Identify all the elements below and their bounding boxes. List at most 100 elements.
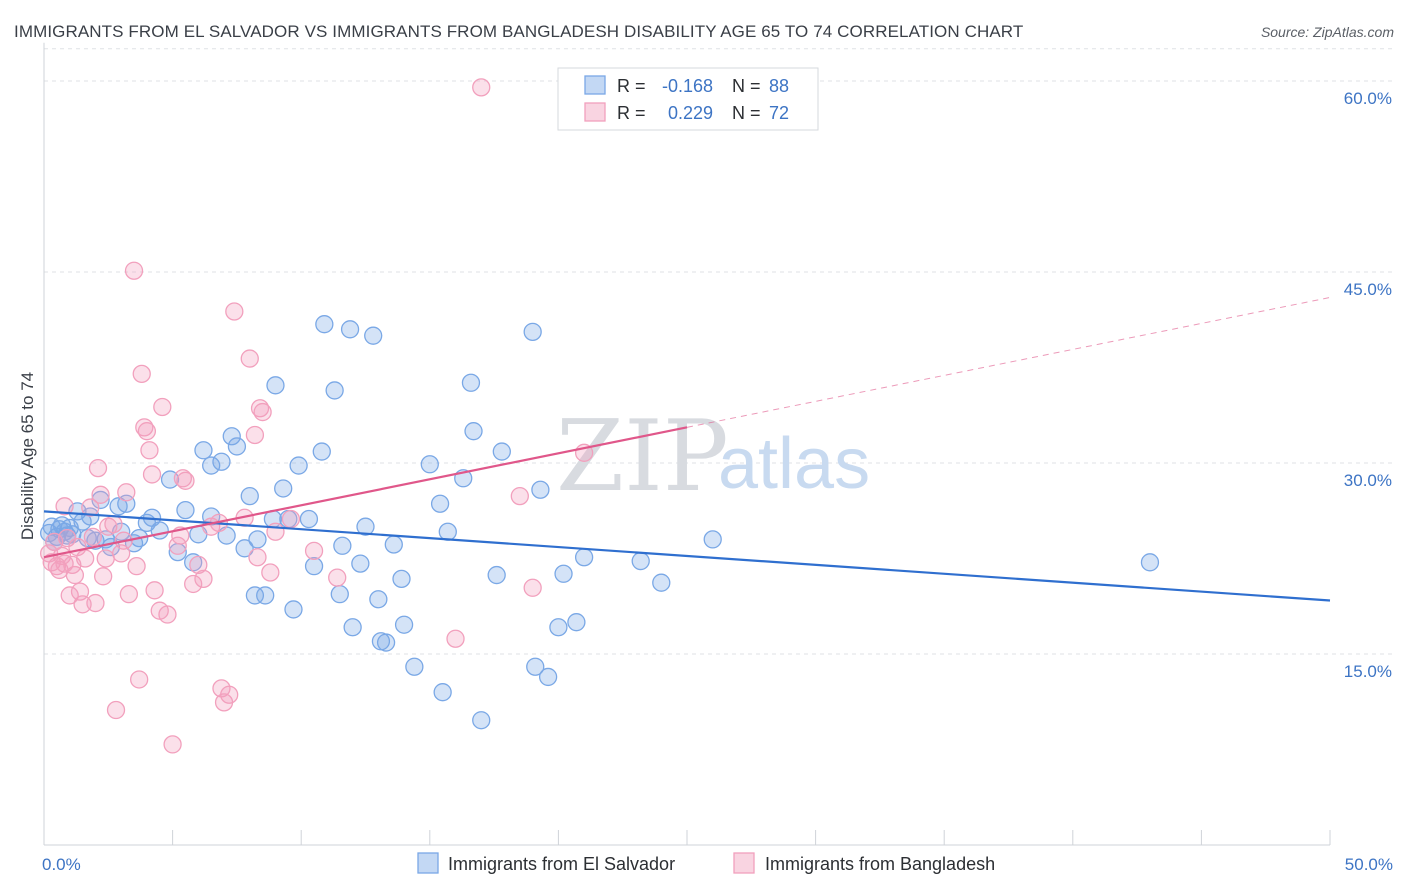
data-point	[184, 574, 203, 594]
source-credit: Source: ZipAtlas.com	[1260, 24, 1394, 40]
data-point	[446, 629, 465, 648]
y-tick-labels: 15.0% 30.0% 45.0% 60.0%	[1344, 89, 1392, 681]
data-point	[153, 397, 172, 417]
data-point	[145, 581, 164, 600]
data-point	[127, 556, 146, 576]
data-point	[284, 600, 303, 619]
data-point	[330, 585, 349, 604]
data-point	[325, 381, 344, 400]
data-point	[554, 564, 573, 583]
data-point	[96, 549, 115, 568]
stats-legend: R = -0.168 N = 88 R = 0.229 N = 72	[557, 67, 819, 131]
data-point	[240, 486, 259, 506]
data-point	[312, 442, 331, 461]
data-point	[328, 568, 347, 587]
data-point	[304, 541, 324, 561]
data-point	[119, 585, 139, 604]
data-point	[189, 555, 208, 575]
data-point	[194, 569, 213, 589]
data-point	[538, 667, 558, 687]
data-point	[281, 509, 301, 529]
data-point	[261, 563, 280, 582]
data-point	[248, 548, 267, 567]
data-point	[245, 425, 265, 445]
data-points	[39, 78, 1160, 754]
series-1-points	[39, 78, 594, 754]
stats-swatch-1	[584, 102, 606, 122]
legend-swatch-0	[417, 852, 439, 874]
data-point	[472, 711, 491, 730]
data-point	[130, 670, 149, 689]
data-point	[91, 490, 110, 510]
data-point	[369, 590, 388, 609]
data-point	[438, 522, 457, 541]
data-point	[88, 458, 108, 478]
data-point	[304, 556, 324, 576]
n-label: N =	[732, 76, 761, 96]
data-point	[220, 685, 239, 704]
data-point	[394, 615, 414, 634]
data-point	[351, 554, 370, 573]
data-point	[574, 548, 594, 567]
data-point	[83, 527, 103, 547]
data-point	[212, 452, 231, 471]
data-point	[60, 586, 79, 605]
data-point	[461, 373, 481, 392]
data-point	[240, 349, 259, 368]
n-label: N =	[732, 103, 761, 123]
data-point	[176, 500, 195, 520]
trend-line-0	[43, 510, 1331, 602]
r-value: 0.229	[668, 103, 713, 123]
data-point	[173, 469, 193, 488]
y-tick-label: 15.0%	[1344, 662, 1392, 681]
legend-label-1: Immigrants from Bangladesh	[765, 854, 995, 874]
n-value: 72	[769, 103, 789, 123]
grid-lines	[44, 48, 1392, 655]
data-point	[150, 521, 169, 540]
x-tick-label: 50.0%	[1345, 855, 1393, 874]
stats-box	[557, 67, 819, 131]
data-point	[194, 441, 213, 460]
data-point	[266, 376, 285, 395]
data-point	[222, 427, 241, 446]
data-point	[106, 700, 126, 720]
watermark-atlas: atlas	[718, 424, 870, 504]
data-point	[510, 486, 529, 506]
data-point	[245, 586, 265, 605]
data-point	[384, 535, 403, 554]
data-point	[549, 618, 568, 637]
data-point	[176, 471, 195, 490]
y-axis-label: Disability Age 65 to 74	[18, 372, 37, 540]
data-point	[65, 565, 85, 585]
data-point	[86, 593, 105, 613]
data-point	[392, 569, 411, 589]
data-point	[333, 536, 352, 555]
data-point	[405, 657, 424, 676]
data-point	[289, 456, 308, 475]
data-point	[274, 479, 293, 498]
data-point	[631, 551, 650, 571]
chart-title: IMMIGRANTS FROM EL SALVADOR VS IMMIGRANT…	[14, 22, 1024, 41]
trend-line-extension-1	[686, 296, 1331, 428]
data-point	[1140, 553, 1160, 572]
data-point	[94, 567, 113, 586]
data-point	[492, 442, 511, 461]
data-point	[132, 364, 151, 384]
data-point	[76, 549, 95, 568]
y-tick-label: 45.0%	[1344, 280, 1392, 299]
data-point	[420, 455, 439, 474]
data-point	[117, 483, 136, 502]
legend-swatch-1	[733, 852, 755, 874]
data-point	[253, 402, 272, 422]
data-point	[104, 514, 123, 534]
data-point	[472, 78, 491, 97]
data-point	[225, 302, 244, 321]
data-point	[567, 613, 586, 632]
data-point	[227, 437, 247, 456]
watermark-zip: ZIP	[556, 400, 729, 514]
r-value: -0.168	[662, 76, 713, 96]
series-legend: Immigrants from El Salvador Immigrants fr…	[417, 852, 995, 874]
data-point	[464, 422, 483, 441]
data-point	[526, 657, 545, 676]
